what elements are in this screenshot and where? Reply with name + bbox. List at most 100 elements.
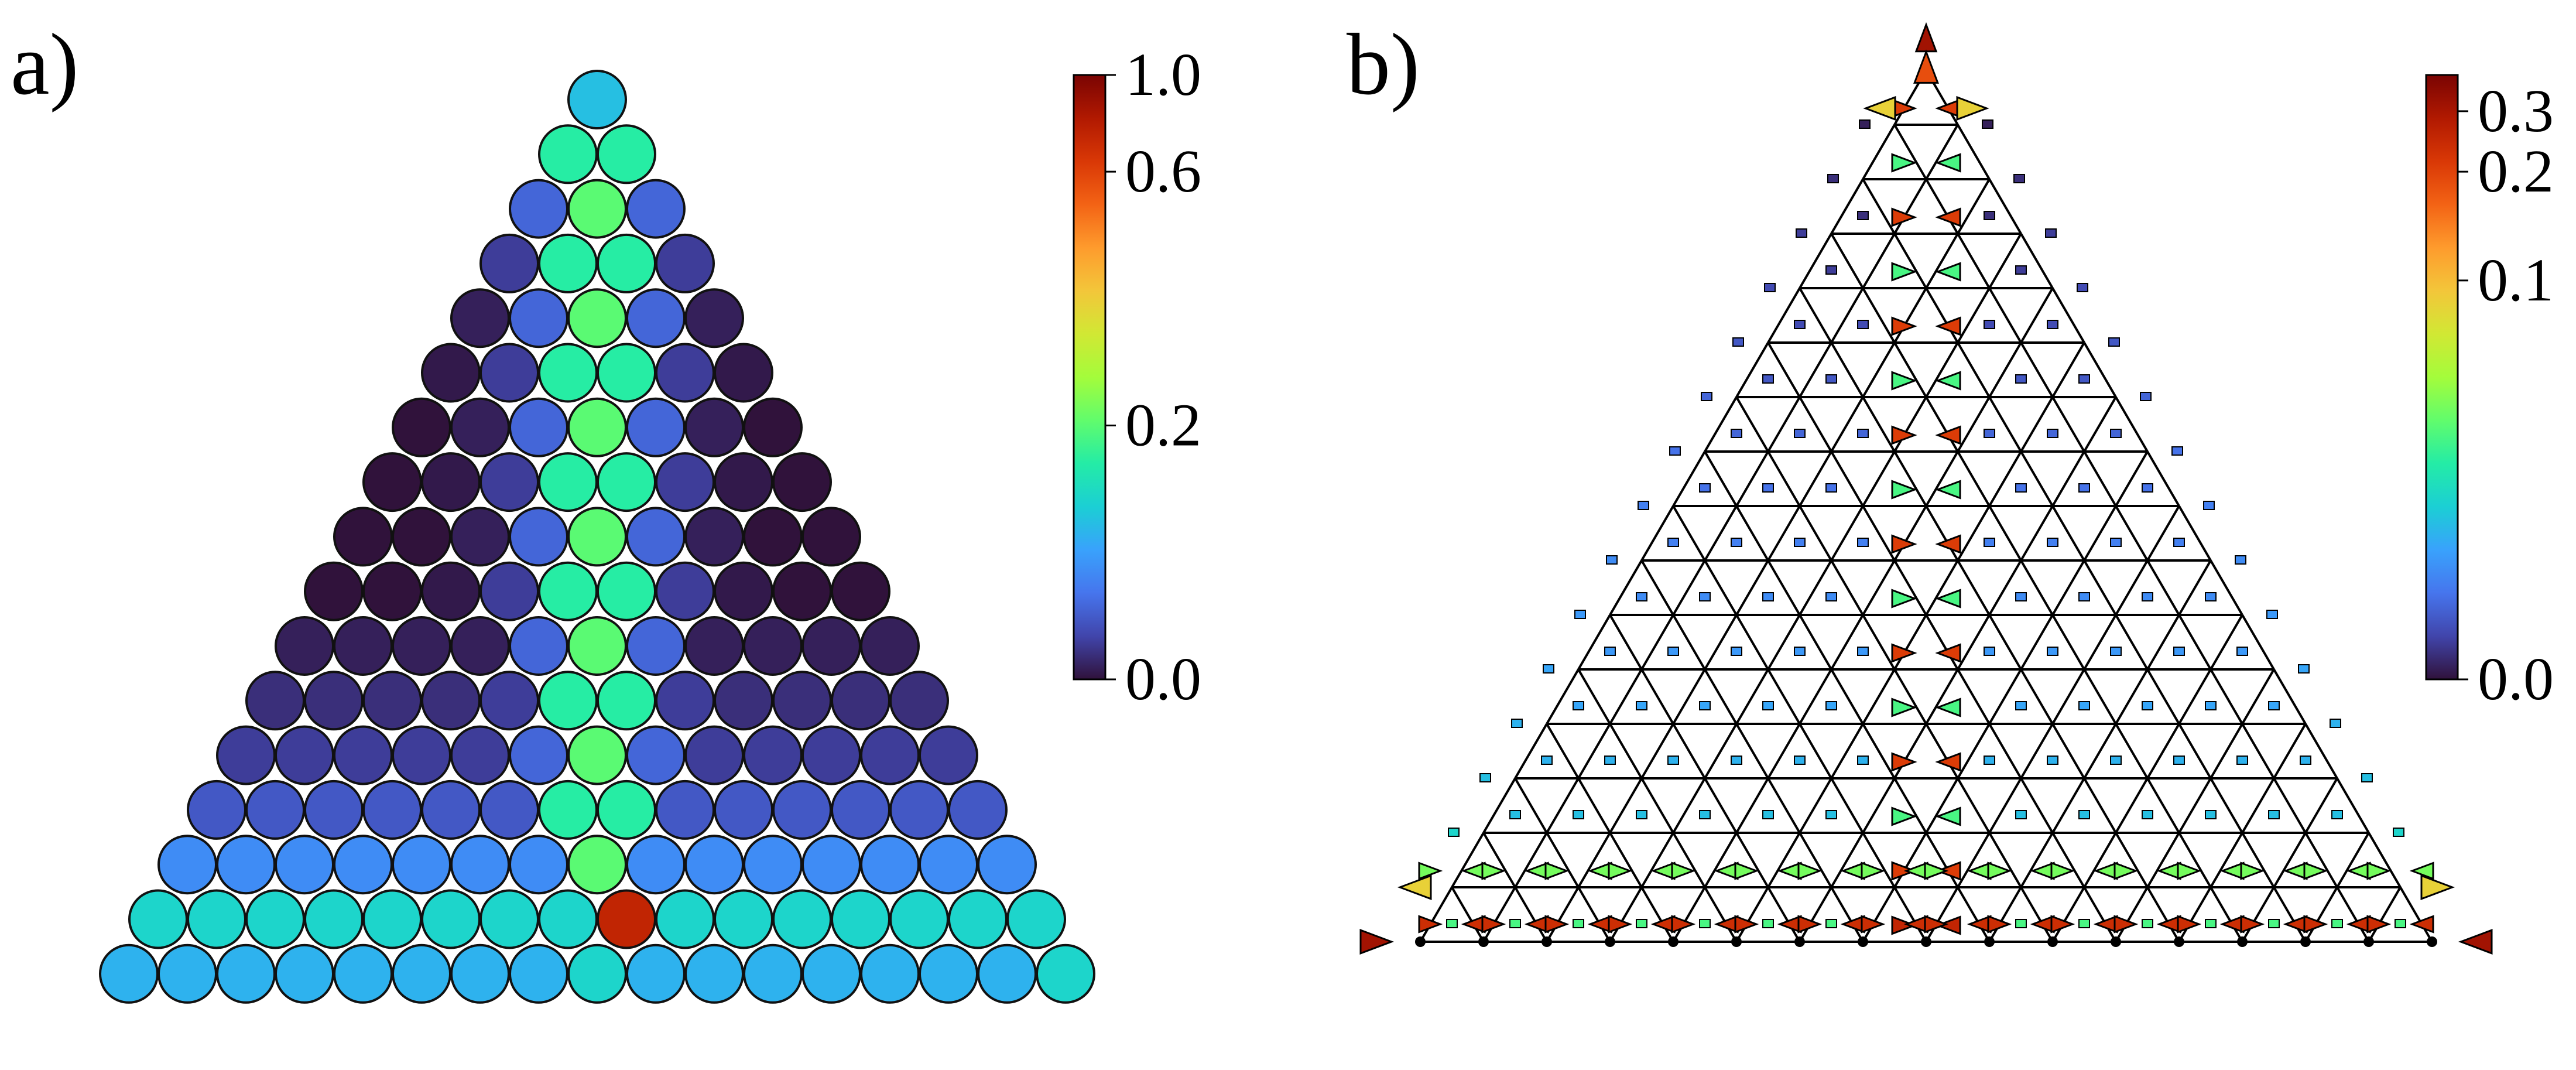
lattice-bond [2051,886,2085,943]
lattice-bond [1893,341,1927,398]
lattice-bond [2178,505,2212,562]
site-square [2142,919,2153,928]
lattice-bond [2051,396,2085,453]
lattice-bond [2051,668,2085,725]
site-disc [626,835,686,895]
lattice-bond [1988,233,2022,289]
site-disc [626,397,686,457]
lattice-bond [1546,777,1580,834]
lattice-bond [1957,505,1991,562]
site-disc [831,889,890,949]
site-disc [714,343,773,403]
site-disc [889,780,949,840]
site-disc [919,835,978,895]
site-disc [655,671,715,731]
lattice-bond [1704,559,1738,616]
lattice-bond [2051,559,2085,616]
arrow-mark [2113,862,2139,880]
lattice-bond [1830,341,1864,398]
lattice-bond [1830,614,1864,671]
site-square [2047,320,2058,329]
arrow-mark [1863,95,1896,121]
site-disc [304,889,364,949]
site-square [2298,664,2310,674]
arrow-mark [1935,207,1961,227]
lattice-bond [1767,777,1801,834]
lattice-bond [1577,886,1611,943]
arrow-mark [1891,262,1917,282]
arrow-mark [1418,862,1443,880]
site-square [1825,265,1837,275]
site-disc [216,943,276,1004]
site-square [2078,483,2090,493]
site-disc [187,780,246,840]
lattice-bond [1925,777,1959,834]
site-disc [655,233,715,293]
lattice-bond [1988,777,2022,834]
site-disc [538,124,598,184]
lattice-bond [2020,886,2054,943]
arrow-mark [1891,915,1917,935]
site-square [2015,483,2027,493]
lattice-bond [1577,777,1611,834]
arrow-mark [2113,915,2139,934]
site-square [2015,810,2027,819]
lattice-bond [1735,396,1769,453]
lattice-bond [1988,614,2022,671]
colorbar-tick-label: 0.6 [1125,138,1201,205]
lattice-bond [2304,886,2338,943]
arrow-mark [1935,371,1961,391]
panel-a-colorbar: 0.0 0.2 0.6 1.0 [1073,41,1201,713]
site-square [1762,592,1774,601]
lattice-bond [2178,559,2212,616]
lattice-bond [1830,832,1864,888]
site-square [1667,538,1679,547]
arrow-mark [1797,915,1823,934]
lattice-bond [2083,396,2117,453]
site-square [1573,701,1584,710]
site-square [2268,701,2280,710]
lattice-bond [1925,559,1959,616]
site-square [2205,592,2217,601]
site-disc [919,725,978,785]
site-square [2015,701,2027,710]
lattice-bond [1957,233,1991,289]
site-disc [684,288,744,348]
site-square [1669,446,1681,456]
lattice-bond [1893,886,1927,943]
site-disc [304,780,364,840]
site-disc [743,835,803,895]
site-disc [714,889,773,949]
arrow-mark [1891,371,1917,391]
site-square [2045,228,2057,238]
site-square [2078,810,2090,819]
lattice-bond [2273,832,2307,888]
site-disc [509,943,568,1004]
lattice-bond [1893,287,1927,344]
site-square [1827,174,1839,183]
lattice-bond [2146,614,2180,671]
lattice-bond [2241,886,2275,943]
lattice-bond [2241,668,2275,725]
site-disc [362,889,422,949]
site-square [1573,919,1584,928]
lattice-bond [1609,777,1643,834]
lattice-bond [1640,886,1674,943]
site-disc [157,943,217,1004]
site-square [1543,664,1554,674]
lattice-bond [1767,723,1801,780]
site-disc [245,780,305,840]
site-square [1638,501,1649,510]
site-square [2142,810,2153,819]
lattice-bond [1419,886,1453,943]
arrow-mark [2240,915,2265,934]
panel-b-lattice-bonds [1419,69,2433,943]
site-disc [421,889,481,949]
site-square [1825,592,1837,601]
site-disc [567,70,627,129]
arrow-mark [2409,862,2434,880]
lattice-bond [2241,777,2275,834]
site-disc [977,835,1037,895]
site-disc [479,561,539,621]
lattice-bond [1546,668,1580,725]
